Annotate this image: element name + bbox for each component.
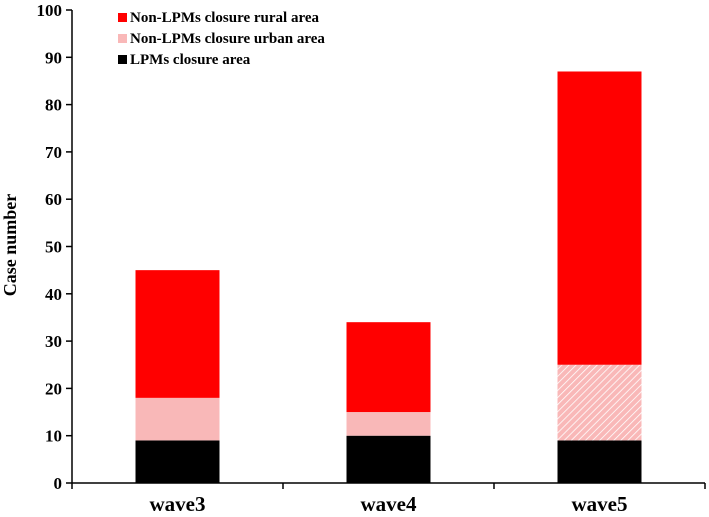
y-tick-label: 80 bbox=[45, 96, 62, 115]
bars bbox=[135, 71, 642, 483]
bar-segment-wave5-lpms bbox=[557, 440, 642, 483]
bar-segment-wave3-urban bbox=[135, 397, 220, 441]
legend-label: Non-LPMs closure rural area bbox=[130, 10, 320, 26]
x-tick-label: wave5 bbox=[572, 492, 628, 516]
y-tick-label: 40 bbox=[45, 285, 62, 304]
bar-segment-wave3-lpms bbox=[135, 440, 220, 483]
bar-segment-wave5-urban bbox=[557, 364, 642, 441]
y-tick-label: 10 bbox=[45, 427, 62, 446]
legend-label: Non-LPMs closure urban area bbox=[130, 31, 325, 47]
legend-swatch bbox=[118, 13, 127, 22]
legend-label: LPMs closure area bbox=[130, 52, 251, 68]
y-tick-label: 100 bbox=[37, 1, 63, 20]
y-tick-label: 20 bbox=[45, 379, 62, 398]
y-tick-label: 30 bbox=[45, 332, 62, 351]
y-tick-label: 90 bbox=[45, 48, 62, 67]
x-tick-label: wave4 bbox=[361, 492, 417, 516]
legend-swatch bbox=[118, 34, 127, 43]
y-axis-title: Case number bbox=[0, 194, 20, 297]
legend: Non-LPMs closure rural area Non-LPMs clos… bbox=[118, 10, 325, 68]
y-tick-label: 50 bbox=[45, 238, 62, 257]
bar-segment-wave4-lpms bbox=[346, 435, 431, 483]
bar-segment-wave5-rural bbox=[557, 71, 642, 365]
bar-segment-wave4-rural bbox=[346, 322, 431, 413]
bar-segment-wave4-urban bbox=[346, 412, 431, 436]
y-tick-label: 60 bbox=[45, 190, 62, 209]
legend-swatch bbox=[118, 55, 127, 64]
x-tick-label: wave3 bbox=[150, 492, 206, 516]
axes: 0 10 20 30 40 50 60 70 80 90 100 wave3 wave4 wave5 bbox=[37, 1, 706, 516]
y-tick-label: 0 bbox=[54, 474, 63, 493]
y-tick-label: 70 bbox=[45, 143, 62, 162]
bar-segment-wave3-rural bbox=[135, 270, 220, 398]
